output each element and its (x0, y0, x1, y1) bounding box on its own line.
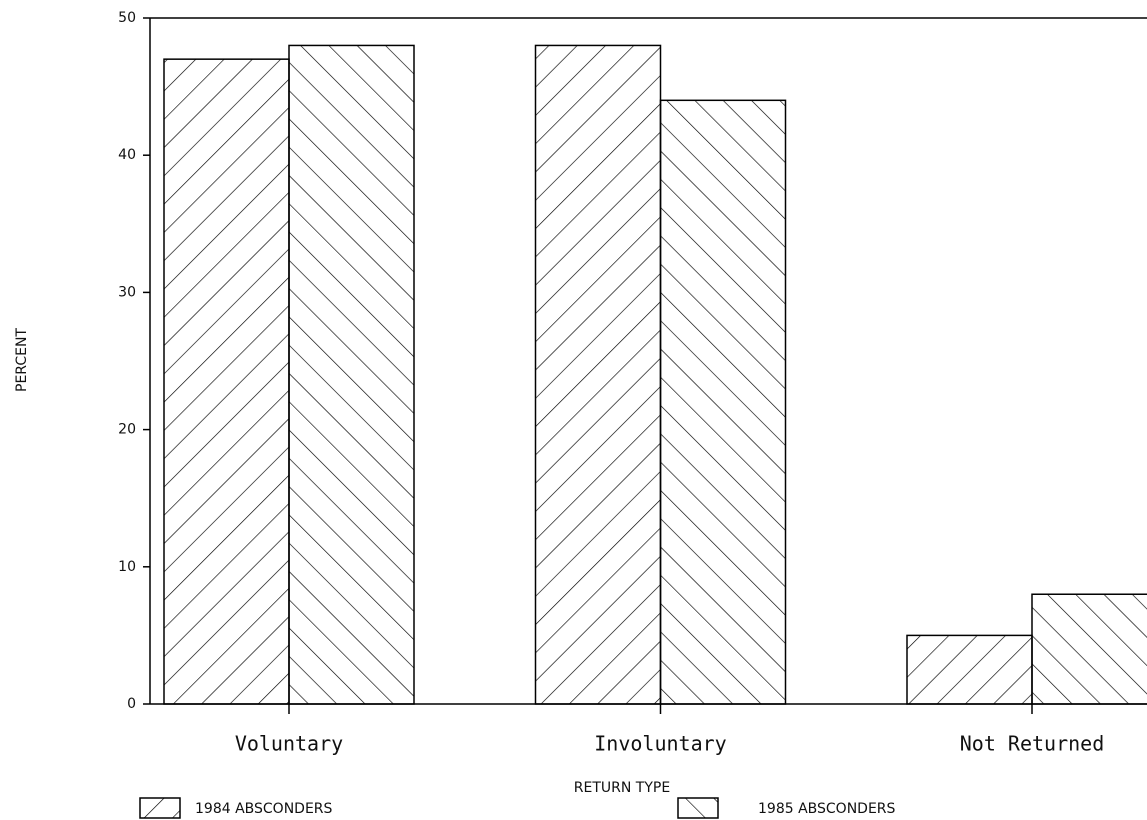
legend-swatch (139, 797, 181, 819)
x-axis-label: RETURN TYPE (574, 780, 670, 796)
y-axis-label: PERCENT (14, 328, 30, 392)
bar (1031, 593, 1147, 705)
bar (163, 58, 290, 705)
y-tick-label: 0 (127, 696, 136, 712)
bar (534, 44, 662, 705)
y-tick-label: 10 (118, 559, 136, 575)
y-tick-label: 20 (118, 422, 136, 438)
legend-label: 1985 ABSCONDERS (758, 801, 896, 817)
x-tick-label: Involuntary (594, 732, 726, 756)
x-tick-label: Voluntary (235, 732, 343, 756)
y-tick-label: 30 (118, 284, 136, 300)
bar (906, 634, 1033, 705)
bar (288, 44, 415, 705)
y-tick-label: 40 (118, 147, 136, 163)
legend-swatch (677, 797, 719, 819)
legend-label: 1984 ABSCONDERS (195, 801, 333, 817)
bar (659, 99, 787, 705)
x-tick-label: Not Returned (960, 732, 1105, 756)
y-tick-label: 50 (118, 10, 136, 26)
